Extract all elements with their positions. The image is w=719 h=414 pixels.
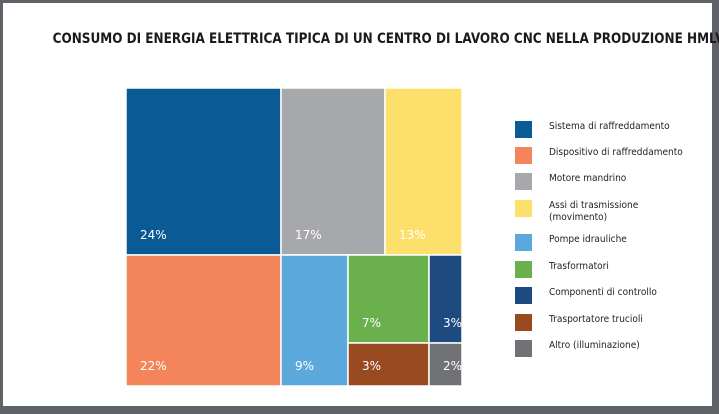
tile-value-label: 22% (140, 359, 167, 373)
tile-motore-mandrino (280, 87, 386, 256)
legend-swatch (515, 173, 532, 190)
legend-swatch (515, 340, 532, 357)
legend-item: Assi di trasmissione (movimento) (515, 200, 719, 224)
tile-assi-di-trasmissione-movimento (384, 87, 463, 256)
tile-altro-illuminazione (428, 342, 463, 387)
tile-trasportatore-trucioli (347, 342, 430, 387)
tile-trasformatori (347, 254, 430, 344)
legend-label: Altro (illuminazione) (549, 340, 640, 351)
tile-value-label: 2% (443, 359, 462, 373)
legend-item: Altro (illuminazione) (515, 340, 719, 357)
treemap-chart: 24% 22% 17% 13% 9% 7% 3% 3% 2% (125, 87, 463, 387)
legend-label: Assi di trasmissione (movimento) (549, 200, 639, 223)
legend-swatch (515, 200, 532, 217)
legend-label: Componenti di controllo (549, 287, 657, 298)
legend-item: Motore mandrino (515, 173, 719, 190)
legend-swatch (515, 287, 532, 304)
legend-item: Pompe idrauliche (515, 234, 719, 251)
legend-swatch (515, 314, 532, 331)
legend-swatch (515, 234, 532, 251)
legend-label: Motore mandrino (549, 173, 627, 184)
legend-label: Trasformatori (549, 261, 609, 272)
chart-title: CONSUMO DI ENERGIA ELETTRICA TIPICA DI U… (52, 31, 719, 47)
legend-item: Trasportatore trucioli (515, 314, 719, 331)
chart-card: CONSUMO DI ENERGIA ELETTRICA TIPICA DI U… (3, 3, 719, 406)
legend-item: Componenti di controllo (515, 287, 719, 304)
tile-value-label: 7% (362, 316, 381, 330)
tile-pompe-idrauliche (280, 254, 349, 387)
tile-value-label: 9% (295, 359, 314, 373)
legend-label: Dispositivo di raffreddamento (549, 147, 683, 158)
legend-label: Trasportatore trucioli (549, 314, 643, 325)
legend-item: Trasformatori (515, 261, 719, 278)
legend-item: Dispositivo di raffreddamento (515, 147, 719, 164)
tile-componenti-di-controllo (428, 254, 463, 344)
tile-value-label: 3% (443, 316, 462, 330)
legend-label: Pompe idrauliche (549, 234, 627, 245)
tile-value-label: 24% (140, 228, 167, 242)
legend-label: Sistema di raffreddamento (549, 121, 670, 132)
legend-swatch (515, 121, 532, 138)
legend-swatch (515, 147, 532, 164)
tile-value-label: 17% (295, 228, 322, 242)
tile-value-label: 3% (362, 359, 381, 373)
legend-item: Sistema di raffreddamento (515, 121, 719, 138)
tile-value-label: 13% (399, 228, 426, 242)
legend-swatch (515, 261, 532, 278)
